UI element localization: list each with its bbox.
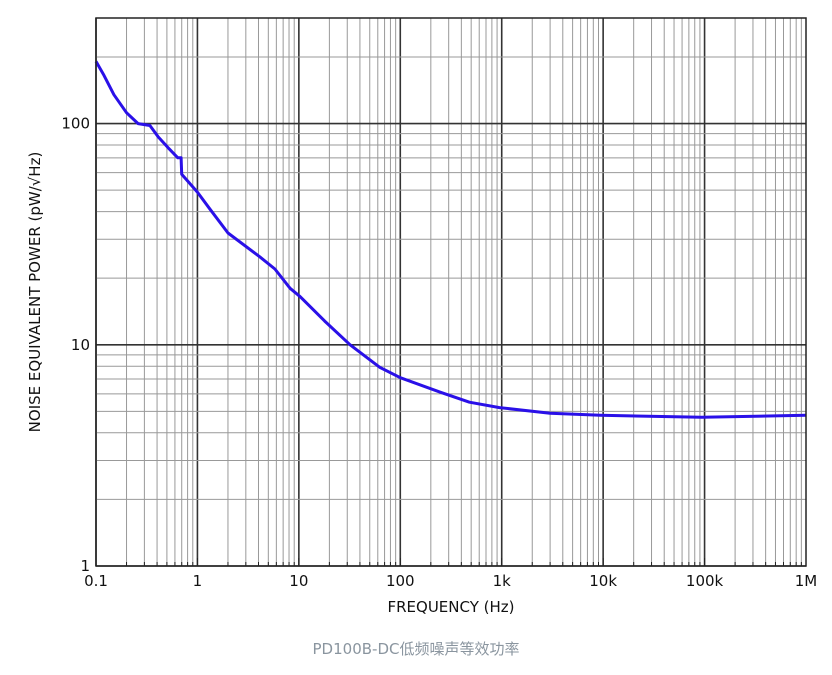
- grid: [95, 17, 806, 567]
- x-axis-label: FREQUENCY (Hz): [387, 598, 514, 616]
- x-tick-label: 10: [289, 572, 308, 590]
- y-tick-label: 10: [71, 336, 90, 354]
- x-tick-label: 1: [193, 572, 203, 590]
- y-tick-label: 1: [80, 557, 90, 575]
- x-tick-label: 100k: [686, 572, 724, 590]
- series-line-group: [94, 60, 807, 419]
- x-tick-label: 1k: [493, 572, 512, 590]
- figure-caption: PD100B-DC低频噪声等效功率: [312, 640, 520, 658]
- x-tick-label: 100: [386, 572, 415, 590]
- y-tick-label: 100: [61, 115, 90, 133]
- y-axis-label: NOISE EQUIVALENT POWER (pW/√Hz): [26, 152, 44, 433]
- plot-frame: [95, 17, 807, 567]
- x-tick-label: 1M: [795, 572, 818, 590]
- series-line-nep: [94, 60, 807, 419]
- x-tick-label: 0.1: [84, 572, 108, 590]
- x-tick-label: 10k: [589, 572, 617, 590]
